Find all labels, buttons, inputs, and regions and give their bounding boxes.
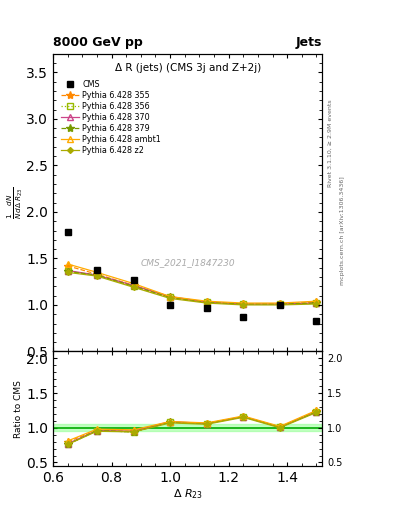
Line: Pythia 6.428 z2: Pythia 6.428 z2 [66,270,318,307]
Pythia 6.428 370 [277,301,282,307]
Pythia 6.428 355 [131,282,136,288]
Pythia 6.428 370 [314,300,319,306]
Pythia 6.428 370 [204,299,209,305]
Pythia 6.428 356 [131,283,136,289]
Pythia 6.428 355 [314,299,319,305]
Bar [53,424,322,431]
Text: mcplots.cern.ch [arXiv:1306.3436]: mcplots.cern.ch [arXiv:1306.3436] [340,176,345,285]
Pythia 6.428 z2 [314,301,319,307]
Text: Jets: Jets [296,36,322,49]
CMS [131,276,136,283]
Pythia 6.428 356 [314,300,319,306]
Pythia 6.428 356 [277,301,282,307]
Pythia 6.428 z2 [168,295,173,302]
Pythia 6.428 355 [277,301,282,307]
Legend: CMS, Pythia 6.428 355, Pythia 6.428 356, Pythia 6.428 370, Pythia 6.428 379, Pyt: CMS, Pythia 6.428 355, Pythia 6.428 356,… [60,79,163,157]
Text: CMS_2021_I1847230: CMS_2021_I1847230 [140,258,235,267]
Pythia 6.428 ambt1 [65,261,70,267]
Pythia 6.428 z2 [65,269,70,275]
Pythia 6.428 z2 [95,273,99,279]
CMS [314,317,319,324]
Pythia 6.428 ambt1 [277,300,282,306]
Pythia 6.428 379 [241,301,246,307]
Line: Pythia 6.428 356: Pythia 6.428 356 [65,269,319,307]
CMS [277,302,282,308]
Pythia 6.428 z2 [241,302,246,308]
CMS [204,305,209,311]
CMS [95,267,99,273]
Pythia 6.428 379 [131,283,136,289]
Pythia 6.428 370 [95,272,99,278]
Pythia 6.428 370 [168,293,173,300]
Pythia 6.428 370 [65,267,70,273]
Pythia 6.428 356 [168,294,173,301]
Pythia 6.428 ambt1 [168,293,173,300]
X-axis label: $\Delta\ R_{23}$: $\Delta\ R_{23}$ [173,487,203,501]
Pythia 6.428 355 [95,271,99,278]
Pythia 6.428 370 [241,301,246,307]
Pythia 6.428 z2 [277,302,282,308]
Text: Δ R (jets) (CMS 3j and Z+2j): Δ R (jets) (CMS 3j and Z+2j) [114,62,261,73]
Pythia 6.428 355 [204,299,209,305]
Pythia 6.428 356 [204,299,209,305]
Pythia 6.428 355 [168,294,173,301]
Line: Pythia 6.428 370: Pythia 6.428 370 [65,268,319,307]
Pythia 6.428 379 [277,301,282,307]
Pythia 6.428 ambt1 [95,269,99,275]
CMS [168,302,173,308]
Pythia 6.428 ambt1 [314,298,319,304]
Pythia 6.428 ambt1 [241,300,246,306]
Pythia 6.428 356 [95,272,99,278]
Pythia 6.428 379 [314,300,319,306]
Text: Rivet 3.1.10, ≥ 2.9M events: Rivet 3.1.10, ≥ 2.9M events [328,99,333,187]
Pythia 6.428 379 [95,272,99,278]
CMS [241,314,246,320]
Line: Pythia 6.428 379: Pythia 6.428 379 [64,267,321,308]
Pythia 6.428 z2 [131,284,136,290]
Pythia 6.428 ambt1 [204,298,209,304]
Pythia 6.428 356 [241,301,246,307]
CMS [65,229,70,236]
Y-axis label: Ratio to CMS: Ratio to CMS [15,380,24,438]
Line: CMS: CMS [64,229,320,324]
Pythia 6.428 z2 [204,300,209,306]
Pythia 6.428 356 [65,268,70,274]
Y-axis label: $\frac{1}{N}\frac{dN}{d\Delta\ R_{23}}$: $\frac{1}{N}\frac{dN}{d\Delta\ R_{23}}$ [5,186,25,219]
Pythia 6.428 379 [204,299,209,305]
Pythia 6.428 370 [131,282,136,288]
Line: Pythia 6.428 355: Pythia 6.428 355 [64,262,321,308]
Pythia 6.428 355 [65,263,70,269]
Pythia 6.428 379 [65,268,70,274]
Pythia 6.428 ambt1 [131,281,136,287]
Pythia 6.428 379 [168,294,173,301]
Text: 8000 GeV pp: 8000 GeV pp [53,36,143,49]
Line: Pythia 6.428 ambt1: Pythia 6.428 ambt1 [65,261,319,306]
Pythia 6.428 355 [241,301,246,307]
